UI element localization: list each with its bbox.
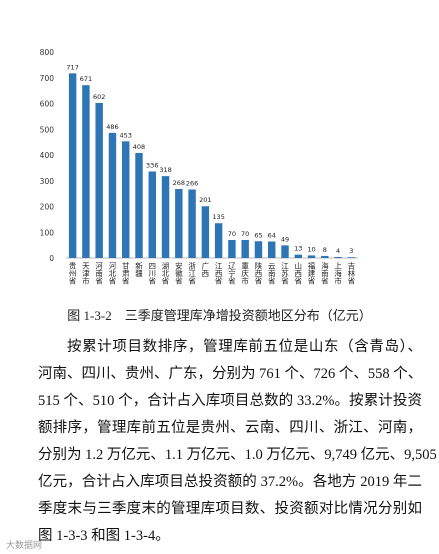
x-tick-label: 甘肃省 [121,261,130,285]
value-label: 671 [80,75,92,83]
value-label: 717 [66,63,78,71]
bar [95,102,103,258]
x-tick-label: 海南省 [320,261,329,285]
text-line: 图 1-3-3 和图 1-3-4。 [38,528,170,544]
bar [254,241,263,258]
x-tick-label: 四川省 [148,262,157,285]
y-tick-label: 300 [40,177,55,186]
bar [175,188,183,258]
value-label: 49 [281,235,289,243]
bar [201,206,210,258]
bar [148,171,156,258]
text-line: 亿元，合计占入库项目总投资额的 37.2%。各地方 2019 年二 [38,474,422,490]
bar [228,239,236,258]
bar [294,254,302,258]
bar [108,132,117,258]
x-tick-label: 湖北省 [161,262,170,285]
x-tick-label: 天津市 [81,262,90,286]
value-label: 4 [336,247,340,255]
y-tick-label: 600 [40,100,55,109]
x-tick-label: 上海市 [333,262,342,286]
x-tick-label: 江苏省 [280,262,289,285]
text-line: 额排序，管理库前五位是贵州、云南、四川、浙江、河南， [38,420,422,436]
x-tick-label: 山西省 [294,261,303,285]
value-label: 336 [146,161,158,169]
bar [135,152,143,258]
x-tick-label: 江西省 [214,262,223,285]
x-tick-label: 河北省 [108,262,117,285]
value-label: 10 [307,245,315,253]
x-tick-label: 重庆市 [240,262,249,286]
bar [321,255,329,258]
x-tick-label: 福建省 [307,262,316,285]
y-tick-label: 500 [40,125,55,134]
x-tick-label: 浙江省 [187,261,196,285]
value-label: 64 [268,232,276,240]
watermark: 大数据网 [6,541,43,551]
value-label: 453 [120,131,132,139]
caption: 图 1-3-2 三季度管理库净增投资额地区分布（亿元） [67,308,372,323]
bar [188,189,196,258]
bar [241,239,249,258]
text-line: 季度末与三季度末的管理库项目数、投资额对比情况分别如 [38,501,422,517]
chart: 0 100 200 300 400 500 600 700 800 717 贵州省 671 天津市 602… [40,48,358,286]
text-line: 515 个、510 个，合计占入库项目总数的 33.2%。按累计投资 [38,393,422,409]
text-line: 河南、四川、贵州、广东，分别为 761 个、726 个、558 个、 [38,366,423,382]
y-tick-label: 100 [40,228,55,237]
value-label: 602 [93,93,105,101]
bar [122,141,130,258]
bar [82,85,90,258]
x-tick-label: 河南省 [94,262,103,285]
y-tick-label: 0 [49,254,54,263]
x-tick-label: 吉林省 [347,262,356,285]
x-tick-label: 安徽省 [174,261,183,285]
bar [334,256,342,258]
body-text: 按累计项目数排序，管理库前五位是山东（含青岛）、河南、四川、贵州、广东，分别为 … [38,334,437,550]
bar [268,241,276,258]
x-tick-label: 辽宁省 [227,262,236,285]
value-label: 201 [199,196,211,204]
x-tick-label: 陕西省 [254,261,263,285]
value-label: 70 [228,230,236,238]
value-label: 268 [173,179,185,187]
bar [307,255,316,258]
x-tick-label: 云南省 [267,262,276,285]
bar [281,245,289,258]
y-tick-label: 700 [40,74,55,83]
value-label: 135 [212,213,224,221]
value-label: 486 [106,123,118,131]
y-tick-label: 800 [40,48,55,57]
value-label: 8 [323,246,327,254]
x-tick-label: 贵州省 [68,261,77,285]
value-label: 70 [241,230,249,238]
value-label: 3 [349,247,353,255]
bar [161,176,170,258]
value-label: 65 [254,231,262,239]
x-tick-label: 广西 [201,261,210,279]
text-line: 按累计项目数排序，管理库前五位是山东（含青岛）、 [67,339,422,355]
bar [214,223,223,258]
value-label: 13 [294,245,302,253]
value-label: 408 [133,143,145,151]
text-line: 分别为 1.2 万亿元、1.1 万亿元、1.0 万亿元、9,749 亿元、9,5… [38,447,437,463]
y-tick-label: 200 [40,203,55,212]
value-label: 266 [186,180,198,188]
y-tick-label: 400 [40,151,55,160]
x-tick-label: 新疆 [134,261,143,279]
value-label: 318 [159,166,171,174]
bar [68,73,77,258]
bar [347,257,356,258]
